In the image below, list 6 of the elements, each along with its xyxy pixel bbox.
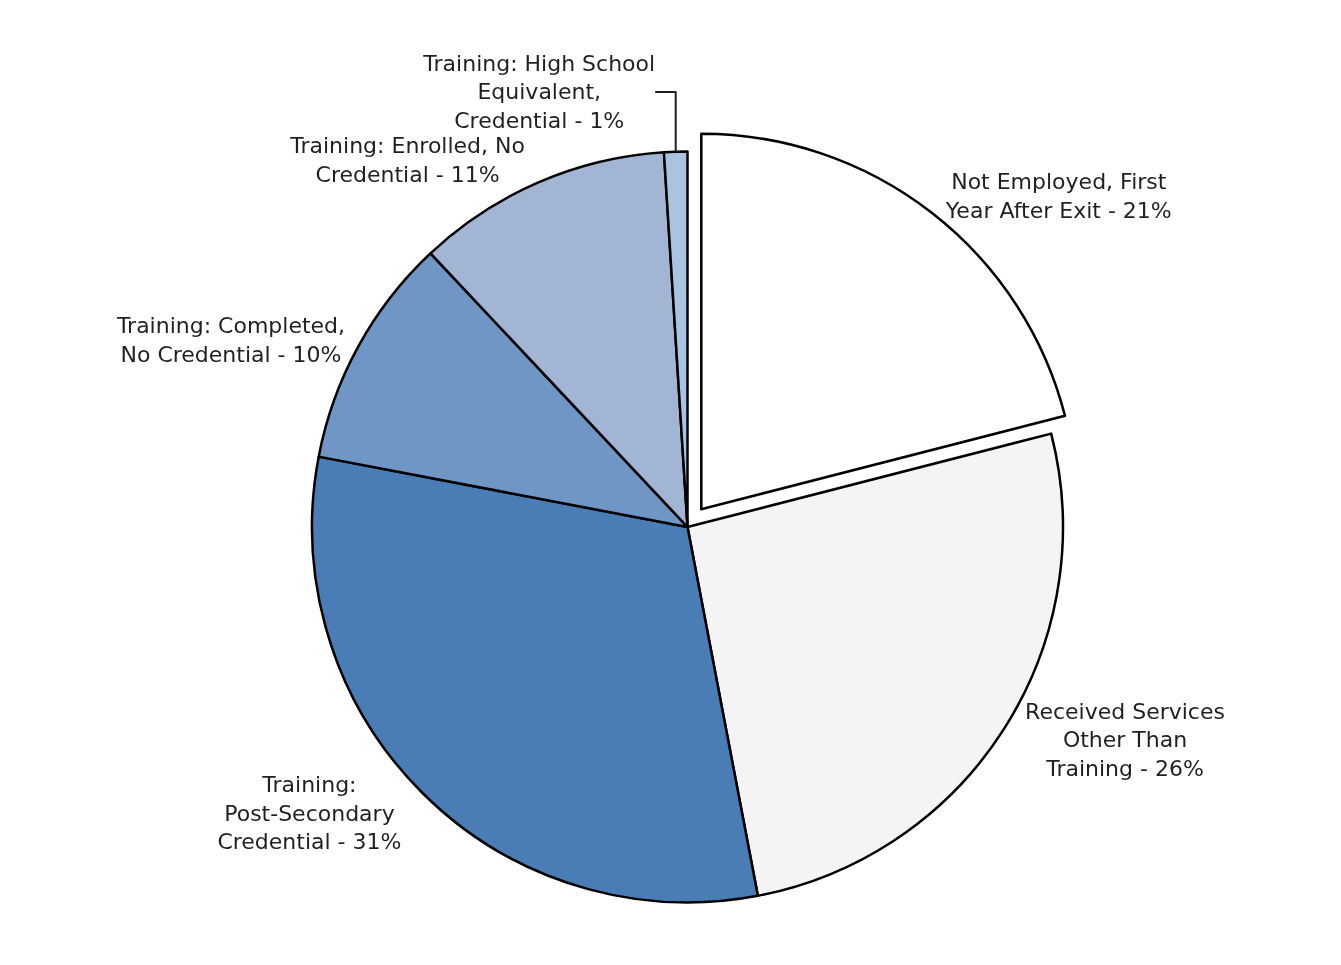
- slice-label: Received Services Other Than Training - 26%: [1025, 698, 1225, 782]
- slice-label: Training: Enrolled, No Credential - 11%: [289, 133, 525, 187]
- slice-label: Training: High School Equivalent, Credential - 1%: [422, 50, 656, 134]
- slice-label: Training: Completed, No Credential - 10%: [115, 313, 346, 367]
- slice-label: Not Employed, First Year After Exit - 21%: [944, 168, 1172, 223]
- slice-label: Training: Post-Secondary Credential - 31%: [217, 771, 402, 855]
